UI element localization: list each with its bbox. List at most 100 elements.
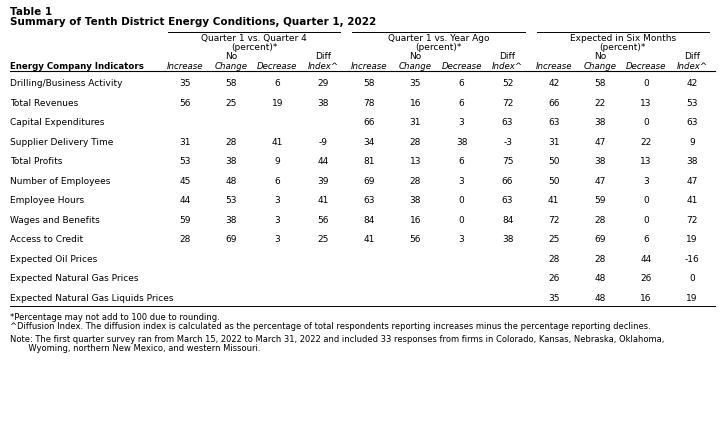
Text: 59: 59: [179, 216, 191, 225]
Text: Drilling/Business Activity: Drilling/Business Activity: [10, 79, 123, 88]
Text: 34: 34: [364, 138, 375, 147]
Text: Wyoming, northern New Mexico, and western Missouri.: Wyoming, northern New Mexico, and wester…: [10, 344, 260, 353]
Text: 84: 84: [364, 216, 375, 225]
Text: -9: -9: [319, 138, 328, 147]
Text: 66: 66: [548, 99, 560, 108]
Text: 3: 3: [459, 235, 465, 244]
Text: 52: 52: [502, 79, 513, 88]
Text: 78: 78: [364, 99, 375, 108]
Text: Index^: Index^: [307, 62, 339, 71]
Text: *Percentage may not add to 100 due to rounding.: *Percentage may not add to 100 due to ro…: [10, 313, 220, 322]
Text: ^Diffusion Index. The diffusion index is calculated as the percentage of total r: ^Diffusion Index. The diffusion index is…: [10, 322, 651, 331]
Text: 13: 13: [640, 99, 652, 108]
Text: 75: 75: [502, 157, 513, 166]
Text: 45: 45: [179, 177, 191, 186]
Text: 25: 25: [225, 99, 237, 108]
Text: 72: 72: [687, 216, 697, 225]
Text: 0: 0: [459, 216, 465, 225]
Text: 26: 26: [548, 274, 560, 283]
Text: 42: 42: [687, 79, 697, 88]
Text: 47: 47: [594, 177, 605, 186]
Text: -3: -3: [503, 138, 512, 147]
Text: Wages and Benefits: Wages and Benefits: [10, 216, 100, 225]
Text: 42: 42: [548, 79, 559, 88]
Text: 3: 3: [274, 216, 280, 225]
Text: 0: 0: [643, 118, 649, 127]
Text: Decrease: Decrease: [442, 62, 481, 71]
Text: 44: 44: [318, 157, 329, 166]
Text: 0: 0: [689, 274, 695, 283]
Text: 56: 56: [318, 216, 329, 225]
Text: 28: 28: [548, 255, 560, 264]
Text: 28: 28: [594, 216, 605, 225]
Text: Capital Expenditures: Capital Expenditures: [10, 118, 104, 127]
Text: 69: 69: [364, 177, 375, 186]
Text: 48: 48: [594, 274, 605, 283]
Text: 58: 58: [364, 79, 375, 88]
Text: 53: 53: [225, 196, 237, 205]
Text: Total Revenues: Total Revenues: [10, 99, 78, 108]
Text: 58: 58: [225, 79, 237, 88]
Text: 63: 63: [686, 118, 697, 127]
Text: Table 1: Table 1: [10, 7, 52, 17]
Text: 38: 38: [225, 216, 237, 225]
Text: No: No: [410, 52, 421, 61]
Text: -16: -16: [684, 255, 700, 264]
Text: Increase: Increase: [536, 62, 572, 71]
Text: 39: 39: [318, 177, 329, 186]
Text: 28: 28: [179, 235, 191, 244]
Text: 69: 69: [225, 235, 237, 244]
Text: Energy Company Indicators: Energy Company Indicators: [10, 62, 144, 71]
Text: 48: 48: [225, 177, 237, 186]
Text: 84: 84: [502, 216, 513, 225]
Text: 26: 26: [640, 274, 652, 283]
Text: Diff: Diff: [684, 52, 700, 61]
Text: (percent)*: (percent)*: [231, 43, 278, 52]
Text: 31: 31: [410, 118, 421, 127]
Text: 63: 63: [502, 118, 513, 127]
Text: No: No: [594, 52, 606, 61]
Text: 16: 16: [410, 99, 421, 108]
Text: 44: 44: [640, 255, 652, 264]
Text: 9: 9: [274, 157, 280, 166]
Text: 47: 47: [687, 177, 697, 186]
Text: Index^: Index^: [492, 62, 523, 71]
Text: Quarter 1 vs. Quarter 4: Quarter 1 vs. Quarter 4: [202, 34, 307, 43]
Text: 25: 25: [548, 235, 560, 244]
Text: 38: 38: [686, 157, 697, 166]
Text: 0: 0: [643, 196, 649, 205]
Text: 63: 63: [364, 196, 375, 205]
Text: 19: 19: [686, 294, 697, 303]
Text: 44: 44: [179, 196, 191, 205]
Text: 48: 48: [594, 294, 605, 303]
Text: Note: The first quarter survey ran from March 15, 2022 to March 31, 2022 and inc: Note: The first quarter survey ran from …: [10, 335, 664, 344]
Text: 53: 53: [686, 99, 697, 108]
Text: (percent)*: (percent)*: [415, 43, 462, 52]
Text: 6: 6: [459, 157, 465, 166]
Text: Access to Credit: Access to Credit: [10, 235, 83, 244]
Text: 3: 3: [459, 177, 465, 186]
Text: 35: 35: [548, 294, 560, 303]
Text: 0: 0: [643, 216, 649, 225]
Text: 41: 41: [687, 196, 697, 205]
Text: 3: 3: [274, 196, 280, 205]
Text: 6: 6: [459, 99, 465, 108]
Text: 66: 66: [364, 118, 375, 127]
Text: 0: 0: [643, 79, 649, 88]
Text: 56: 56: [410, 235, 421, 244]
Text: 6: 6: [274, 79, 280, 88]
Text: 25: 25: [318, 235, 329, 244]
Text: Change: Change: [584, 62, 616, 71]
Text: 3: 3: [274, 235, 280, 244]
Text: 72: 72: [502, 99, 513, 108]
Text: Change: Change: [399, 62, 432, 71]
Text: 22: 22: [640, 138, 652, 147]
Text: Employee Hours: Employee Hours: [10, 196, 84, 205]
Text: 22: 22: [594, 99, 605, 108]
Text: 56: 56: [179, 99, 191, 108]
Text: 35: 35: [179, 79, 191, 88]
Text: Diff: Diff: [500, 52, 515, 61]
Text: 50: 50: [548, 157, 560, 166]
Text: Decrease: Decrease: [626, 62, 666, 71]
Text: 28: 28: [594, 255, 605, 264]
